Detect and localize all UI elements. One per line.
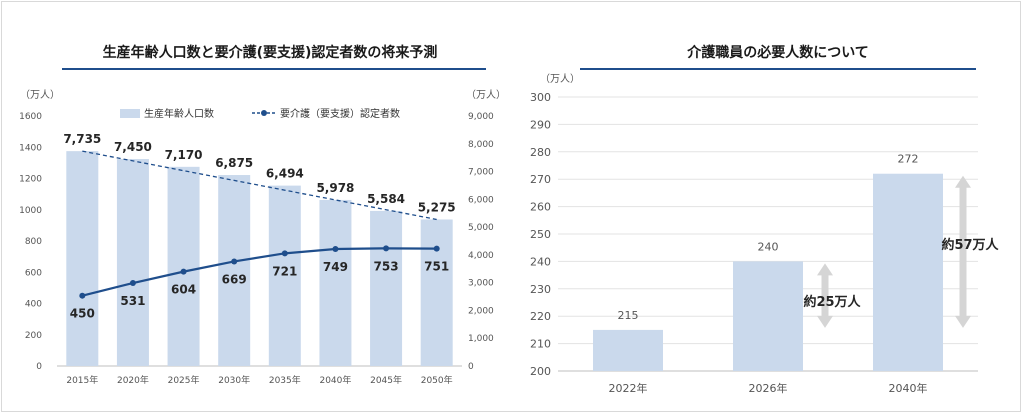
y-axis-tick: 260 xyxy=(530,201,551,214)
population-value-label: 6,494 xyxy=(266,167,304,181)
care-recipients-point xyxy=(383,245,390,252)
population-value-label: 5,584 xyxy=(367,192,405,206)
population-bar xyxy=(319,199,352,366)
bar-value-label: 215 xyxy=(618,309,639,322)
care-recipients-value-label: 753 xyxy=(374,259,399,273)
care-recipients-point xyxy=(332,245,339,252)
population-bar xyxy=(167,166,200,366)
left-combo-chart: （万人） （万人） 0 200 400 600 800 1000 1200 1400 1600 0 1,… xyxy=(19,89,506,386)
right-axis-tick: 2,000 xyxy=(468,306,494,316)
axis-unit: （万人） xyxy=(540,73,580,85)
population-bar xyxy=(370,210,403,366)
right-axis-tick: 5,000 xyxy=(468,223,494,233)
care-recipients-value-label: 749 xyxy=(323,260,348,274)
left-axis-tick: 800 xyxy=(25,237,42,247)
x-axis-tick: 2020年 xyxy=(117,374,149,386)
right-axis-tick: 7,000 xyxy=(468,168,494,178)
care-recipients-value-label: 604 xyxy=(171,283,196,297)
x-axis-tick: 2040年 xyxy=(889,381,928,395)
staff-bar xyxy=(733,261,803,371)
legend-line-marker xyxy=(261,110,267,116)
care-recipients-point xyxy=(231,258,238,265)
left-axis-tick: 1200 xyxy=(19,175,42,185)
y-axis-tick: 270 xyxy=(530,173,551,186)
right-axis-tick: 8,000 xyxy=(468,140,494,150)
right-axis-tick: 9,000 xyxy=(468,112,494,122)
y-axis-tick: 250 xyxy=(530,228,551,241)
right-axis-tick: 0 xyxy=(468,362,474,372)
x-axis-tick: 2035年 xyxy=(269,374,301,386)
legend-line-label: 要介護（要支援）認定者数 xyxy=(280,107,400,120)
left-axis-tick: 0 xyxy=(36,362,42,372)
care-recipients-point xyxy=(433,245,440,252)
care-recipients-point xyxy=(180,268,187,275)
x-axis-tick: 2022年 xyxy=(609,381,648,395)
difference-arrow-2026 xyxy=(817,263,833,328)
y-axis-tick: 230 xyxy=(530,283,551,296)
left-axis-unit: （万人） xyxy=(20,89,60,101)
care-recipients-value-label: 751 xyxy=(424,260,449,274)
right-axis-unit: （万人） xyxy=(466,89,506,101)
legend-bar-swatch xyxy=(120,109,140,118)
x-axis-tick: 2040年 xyxy=(319,374,351,386)
population-bar xyxy=(420,219,453,366)
population-value-label: 7,450 xyxy=(114,140,152,154)
x-axis-tick: 2045年 xyxy=(370,374,402,386)
right-axis-tick: 6,000 xyxy=(468,195,494,205)
y-axis-tick: 240 xyxy=(530,255,551,268)
staff-bar xyxy=(593,329,663,371)
x-axis-tick: 2026年 xyxy=(749,381,788,395)
left-axis-tick: 1000 xyxy=(19,206,42,216)
x-axis-tick: 2015年 xyxy=(66,374,98,386)
right-axis-tick: 1,000 xyxy=(468,334,494,344)
y-axis-tick: 280 xyxy=(530,146,551,159)
population-value-label: 6,875 xyxy=(215,156,253,170)
population-bar xyxy=(66,151,99,366)
care-recipients-value-label: 669 xyxy=(222,272,247,286)
population-value-label: 7,170 xyxy=(165,148,203,162)
left-chart-title: 生産年齢人口数と要介護(要支援)認定者数の将来予測 xyxy=(102,45,438,61)
left-axis-tick: 600 xyxy=(25,268,42,278)
y-axis-tick: 300 xyxy=(530,91,551,104)
legend-bar-label: 生産年齢人口数 xyxy=(144,107,214,120)
difference-label-2026: 約25万人 xyxy=(803,294,861,310)
population-bar xyxy=(116,159,149,366)
y-axis-tick: 290 xyxy=(530,118,551,131)
population-value-label: 5,978 xyxy=(316,181,354,195)
x-axis-tick: 2050年 xyxy=(421,374,453,386)
population-bar xyxy=(218,175,251,366)
care-recipients-point xyxy=(281,250,288,257)
right-axis-tick: 4,000 xyxy=(468,251,494,261)
difference-arrow-2040 xyxy=(955,175,971,328)
left-axis-tick: 1600 xyxy=(19,112,42,122)
care-recipients-point xyxy=(79,292,86,299)
left-title-rule xyxy=(62,68,486,70)
care-recipients-point xyxy=(129,280,136,287)
population-bar xyxy=(268,185,301,366)
population-value-label: 5,275 xyxy=(418,200,456,214)
bar-value-label: 240 xyxy=(758,240,779,253)
care-recipients-value-label: 450 xyxy=(70,307,95,321)
x-axis-tick: 2030年 xyxy=(218,374,250,386)
care-recipients-value-label: 531 xyxy=(120,294,145,308)
right-chart-title: 介護職員の必要人数について xyxy=(687,45,869,61)
y-axis-tick: 210 xyxy=(530,338,551,351)
difference-label-2040: 約57万人 xyxy=(941,237,999,253)
y-axis-tick: 220 xyxy=(530,310,551,323)
staff-bar xyxy=(873,173,943,371)
right-title-rule xyxy=(580,68,976,70)
left-axis-tick: 1400 xyxy=(19,143,42,153)
care-recipients-line xyxy=(82,247,437,297)
right-axis-tick: 3,000 xyxy=(468,279,494,289)
care-recipients-value-label: 721 xyxy=(272,264,297,278)
bar-value-label: 272 xyxy=(898,153,919,166)
population-value-label: 7,735 xyxy=(63,132,101,146)
y-axis-tick: 200 xyxy=(530,365,551,378)
x-axis-tick: 2025年 xyxy=(168,374,200,386)
left-axis-tick: 200 xyxy=(25,331,42,341)
left-axis-tick: 400 xyxy=(25,300,42,310)
